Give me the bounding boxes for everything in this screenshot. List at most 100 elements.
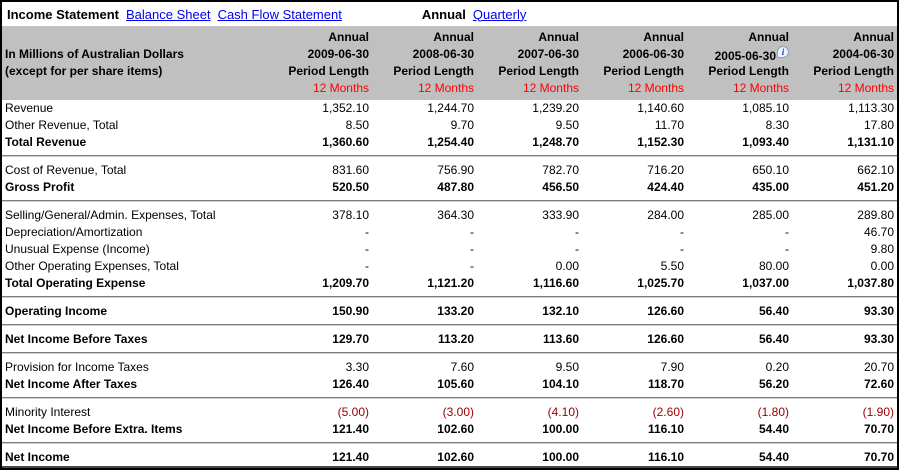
column-header-2007-06-30: Annual 2007-06-30 Period Length 12 Months: [477, 26, 582, 100]
months-label: 12 Months: [312, 81, 369, 95]
cell-value: 8.30: [765, 118, 789, 132]
cell-value: -: [470, 225, 474, 239]
column-period-label: Annual: [328, 30, 369, 44]
cell-value: 451.20: [792, 179, 897, 202]
cell-value: 54.40: [687, 421, 792, 444]
table-row: Net Income Before Extra. Items 121.40 102.…: [2, 421, 897, 444]
table-row: Total Operating Expense 1,209.70 1,121.20 1…: [2, 275, 897, 298]
column-date: 2004-06-30: [832, 47, 894, 61]
cell-value: -: [575, 225, 579, 239]
cell-value: 716.20: [647, 163, 684, 177]
nav-tab-balance-sheet[interactable]: Balance Sheet: [125, 6, 211, 22]
cell-value: 56.40: [687, 297, 792, 326]
cell-value: (3.00): [442, 405, 474, 419]
cell-value: 116.10: [582, 443, 687, 468]
period-tab-annual: Annual: [421, 6, 466, 22]
column-period-label: Annual: [643, 30, 684, 44]
cell-value: 8.50: [345, 118, 369, 132]
column-date: 2005-06-30 i: [690, 46, 789, 63]
cell-value: 1,131.10: [792, 134, 897, 157]
cell-value: 80.00: [758, 259, 789, 273]
statement-tabs: Income Statement Balance Sheet Cash Flow S…: [7, 7, 342, 22]
column-date: 2006-06-30: [622, 47, 684, 61]
row-label: Selling/General/Admin. Expenses, Total: [5, 208, 216, 222]
months-label: 12 Months: [627, 81, 684, 95]
column-period-label: Annual: [853, 30, 894, 44]
cell-value: 93.30: [792, 325, 897, 354]
cell-value: 113.60: [477, 325, 582, 354]
table-row: Gross Profit 520.50 487.80 456.50 424.40 435.…: [2, 179, 897, 202]
cell-value: 831.60: [332, 163, 369, 177]
row-label: Total Operating Expense: [2, 275, 267, 298]
row-label: Net Income: [2, 443, 267, 468]
column-header-2004-06-30: Annual 2004-06-30 Period Length 12 Months: [792, 26, 897, 100]
table-row: Operating Income 150.90 133.20 132.10 126.60…: [2, 297, 897, 326]
period-tab-quarterly[interactable]: Quarterly: [472, 6, 527, 22]
cell-value: 1,248.70: [477, 134, 582, 157]
cell-value: 17.80: [863, 118, 894, 132]
cell-value: 56.20: [687, 376, 792, 399]
cell-value: 11.70: [654, 118, 684, 132]
table-row: Net Income 121.40 102.60 100.00 116.10 54.40 7…: [2, 443, 897, 468]
cell-value: -: [470, 242, 474, 256]
period-length-label: Period Length: [708, 64, 789, 78]
cell-value: -: [680, 225, 684, 239]
cell-value: 105.60: [372, 376, 477, 399]
cell-value: 116.10: [582, 421, 687, 444]
cell-value: 487.80: [372, 179, 477, 202]
nav-tab-cash-flow-statement[interactable]: Cash Flow Statement: [217, 6, 342, 22]
cell-value: 70.70: [792, 421, 897, 444]
cell-value: 424.40: [582, 179, 687, 202]
cell-value: 126.60: [582, 297, 687, 326]
row-label: Other Operating Expenses, Total: [5, 259, 179, 273]
period-length-label: Period Length: [288, 64, 369, 78]
info-icon[interactable]: i: [777, 46, 789, 58]
cell-value: (5.00): [337, 405, 369, 419]
cell-value: 456.50: [477, 179, 582, 202]
cell-value: 435.00: [687, 179, 792, 202]
period-tabs: Annual Quarterly: [422, 7, 527, 22]
cell-value: -: [365, 242, 369, 256]
table-row: Unusual Expense (Income) - - - - - 9.80: [2, 241, 897, 258]
cell-value: 662.10: [857, 163, 894, 177]
cell-value: 132.10: [477, 297, 582, 326]
cell-value: 1,113.30: [848, 101, 894, 115]
months-label: 12 Months: [417, 81, 474, 95]
cell-value: 1,360.60: [267, 134, 372, 157]
cell-value: 0.00: [555, 259, 579, 273]
cell-value: -: [680, 242, 684, 256]
cell-value: 102.60: [372, 421, 477, 444]
cell-value: (4.10): [547, 405, 579, 419]
cell-value: 1,025.70: [582, 275, 687, 298]
period-length-label: Period Length: [813, 64, 894, 78]
cell-value: 1,352.10: [322, 101, 369, 115]
cell-value: 56.40: [687, 325, 792, 354]
cell-value: 121.40: [267, 421, 372, 444]
column-header-2005-06-30: Annual 2005-06-30 i Period Length 12 Months: [687, 26, 792, 100]
cell-value: 285.00: [752, 208, 789, 222]
cell-value: -: [785, 242, 789, 256]
row-label: Net Income After Taxes: [2, 376, 267, 399]
column-date: 2007-06-30: [517, 47, 579, 61]
cell-value: -: [575, 242, 579, 256]
units-header: In Millions of Australian Dollars (excep…: [2, 26, 267, 100]
cell-value: -: [470, 259, 474, 273]
cell-value: 150.90: [267, 297, 372, 326]
row-label: Depreciation/Amortization: [5, 225, 143, 239]
column-period-label: Annual: [538, 30, 579, 44]
cell-value: 756.90: [437, 163, 474, 177]
column-period-label: Annual: [433, 30, 474, 44]
top-navbar: Income Statement Balance Sheet Cash Flow S…: [2, 2, 897, 26]
cell-value: 126.40: [267, 376, 372, 399]
cell-value: 1,244.70: [427, 101, 474, 115]
table-row: Net Income Before Taxes 129.70 113.20 113.6…: [2, 325, 897, 354]
table-row: Selling/General/Admin. Expenses, Total 37…: [2, 201, 897, 224]
cell-value: 520.50: [267, 179, 372, 202]
cell-value: 1,140.60: [637, 101, 684, 115]
cell-value: 100.00: [477, 421, 582, 444]
cell-value: 782.70: [542, 163, 579, 177]
column-date: 2009-06-30: [307, 47, 369, 61]
cell-value: 100.00: [477, 443, 582, 468]
row-label: Net Income Before Extra. Items: [2, 421, 267, 444]
